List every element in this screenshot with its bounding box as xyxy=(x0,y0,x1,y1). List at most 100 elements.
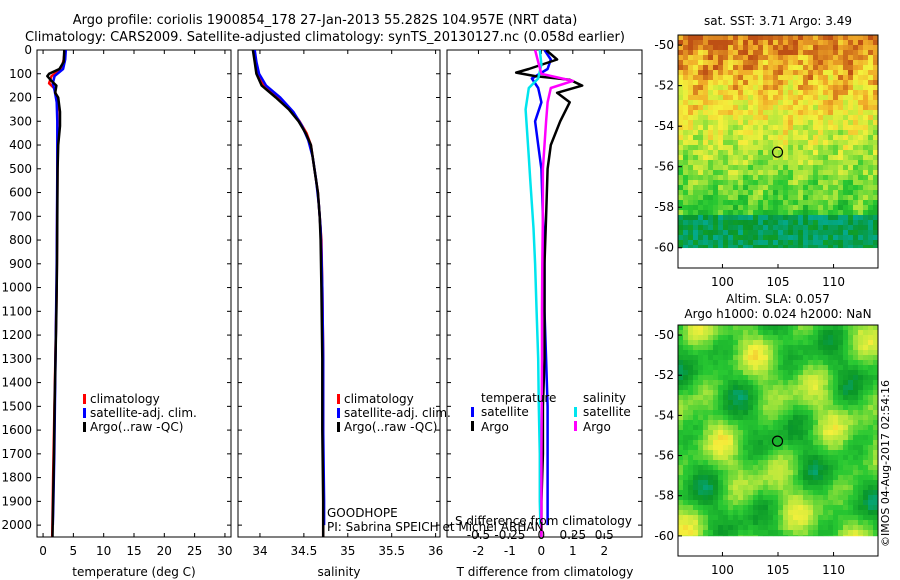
heatmap-cell xyxy=(833,100,839,106)
heatmap-cell xyxy=(748,175,754,181)
heatmap-cell xyxy=(793,55,799,61)
heatmap-cell xyxy=(873,170,879,176)
heatmap-cell xyxy=(703,395,709,401)
heatmap-cell xyxy=(713,40,719,46)
pressure-tick-label: 1100 xyxy=(1,304,32,318)
heatmap-cell xyxy=(818,420,824,426)
heatmap-cell xyxy=(713,490,719,496)
heatmap-cell xyxy=(723,360,729,366)
heatmap-cell xyxy=(733,375,739,381)
heatmap-cell xyxy=(833,120,839,126)
heatmap-cell xyxy=(728,90,734,96)
heatmap-cell xyxy=(808,470,814,476)
heatmap-cell xyxy=(803,470,809,476)
heatmap-cell xyxy=(723,330,729,336)
heatmap-cell xyxy=(723,125,729,131)
heatmap-cell xyxy=(703,50,709,56)
heatmap-cell xyxy=(843,170,849,176)
heatmap-cell xyxy=(858,140,864,146)
heatmap-cell xyxy=(788,360,794,366)
heatmap-cell xyxy=(868,150,874,156)
heatmap-cell xyxy=(863,225,869,231)
heatmap-cell xyxy=(803,440,809,446)
heatmap-cell xyxy=(688,70,694,76)
heatmap-cell xyxy=(788,340,794,346)
heatmap-cell xyxy=(733,385,739,391)
heatmap-cell xyxy=(738,400,744,406)
heatmap-cell xyxy=(778,440,784,446)
heatmap-cell xyxy=(783,165,789,171)
heatmap-cell xyxy=(838,375,844,381)
heatmap-cell xyxy=(773,140,779,146)
heatmap-cell xyxy=(678,150,684,156)
heatmap-cell xyxy=(843,470,849,476)
heatmap-cell xyxy=(768,35,774,41)
heatmap-cell xyxy=(693,520,699,526)
heatmap-cell xyxy=(733,220,739,226)
heatmap-cell xyxy=(708,55,714,61)
heatmap-cell xyxy=(703,105,709,111)
heatmap-cell xyxy=(723,405,729,411)
heatmap-cell xyxy=(848,425,854,431)
legend-label-t-argo: Argo xyxy=(481,420,509,434)
heatmap-cell xyxy=(688,225,694,231)
heatmap-cell xyxy=(758,90,764,96)
heatmap-cell xyxy=(843,120,849,126)
heatmap-cell xyxy=(728,185,734,191)
heatmap-cell xyxy=(838,165,844,171)
heatmap-cell xyxy=(793,130,799,136)
heatmap-cell xyxy=(683,360,689,366)
heatmap-cell xyxy=(803,345,809,351)
heatmap-cell xyxy=(788,215,794,221)
heatmap-cell xyxy=(688,160,694,166)
heatmap-cell xyxy=(728,180,734,186)
heatmap-cell xyxy=(858,180,864,186)
heatmap-cell xyxy=(743,35,749,41)
heatmap-cell xyxy=(723,85,729,91)
heatmap-cell xyxy=(818,525,824,531)
heatmap-cell xyxy=(808,95,814,101)
series-line-satellite-adj-clim- xyxy=(253,50,326,526)
heatmap-cell xyxy=(858,160,864,166)
heatmap-cell xyxy=(748,475,754,481)
heatmap-cell xyxy=(783,400,789,406)
heatmap-cell xyxy=(718,40,724,46)
heatmap-cell xyxy=(773,225,779,231)
heatmap-cell xyxy=(763,205,769,211)
heatmap-cell xyxy=(838,235,844,241)
heatmap-cell xyxy=(808,240,814,246)
heatmap-cell xyxy=(828,200,834,206)
heatmap-cell xyxy=(703,160,709,166)
heatmap-cell xyxy=(863,175,869,181)
heatmap-cell xyxy=(843,205,849,211)
heatmap-cell xyxy=(753,340,759,346)
heatmap-cell xyxy=(713,420,719,426)
heatmap-cell xyxy=(693,330,699,336)
heatmap-cell xyxy=(778,370,784,376)
heatmap-cell xyxy=(788,485,794,491)
heatmap-cell xyxy=(733,35,739,41)
heatmap-cell xyxy=(778,230,784,236)
heatmap-cell xyxy=(683,480,689,486)
heatmap-cell xyxy=(683,535,689,537)
heatmap-cell xyxy=(768,120,774,126)
heatmap-cell xyxy=(703,400,709,406)
heatmap-cell xyxy=(798,500,804,506)
heatmap-cell xyxy=(798,445,804,451)
heatmap-cell xyxy=(783,435,789,441)
heatmap-cell xyxy=(763,355,769,361)
heatmap-cell xyxy=(853,470,859,476)
heatmap-cell xyxy=(748,495,754,501)
heatmap-cell xyxy=(733,205,739,211)
heatmap-cell xyxy=(833,175,839,181)
heatmap-cell xyxy=(848,330,854,336)
heatmap-cell xyxy=(708,230,714,236)
heatmap-cell xyxy=(733,465,739,471)
heatmap-cell xyxy=(863,110,869,116)
heatmap-cell xyxy=(708,195,714,201)
heatmap-cell xyxy=(688,125,694,131)
heatmap-cell xyxy=(858,410,864,416)
heatmap-cell xyxy=(688,205,694,211)
heatmap-cell xyxy=(698,500,704,506)
